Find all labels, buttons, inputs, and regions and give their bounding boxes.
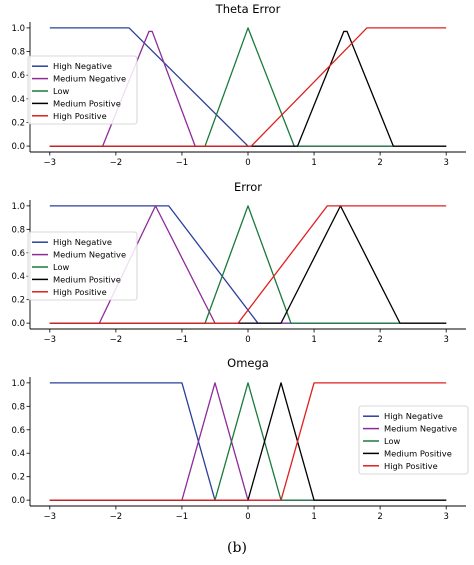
y-tick-label: 0.6: [11, 426, 25, 436]
legend-label: High Negative: [53, 237, 112, 247]
x-tick-label: −3: [44, 158, 57, 168]
y-tick-label: 0.4: [11, 449, 25, 459]
x-tick-label: 2: [377, 158, 382, 168]
x-tick-label: −1: [176, 335, 189, 345]
y-tick-label: 0.2: [11, 473, 25, 483]
x-tick-label: 3: [443, 512, 448, 522]
legend-label: Medium Positive: [384, 448, 452, 458]
legend: High Negative Medium Negative Low Medium Po…: [27, 231, 138, 301]
chart-title: Omega: [227, 356, 269, 370]
x-tick-label: 1: [311, 158, 316, 168]
x-tick-label: 2: [377, 335, 382, 345]
chart-panel-2: Error −3 −2 −1 0 1 2 3 0.0 0.2 0.4 0.6 0.8 1.0 High Ne…: [11, 180, 466, 345]
legend-label: High Positive: [384, 461, 438, 471]
legend-label: High Negative: [53, 61, 112, 71]
x-tick-label: 3: [443, 335, 448, 345]
x-tick-label: 3: [443, 158, 448, 168]
legend-label: Medium Negative: [53, 74, 126, 84]
legend-label: Low: [53, 86, 70, 96]
y-tick-label: 0.4: [11, 272, 25, 282]
series-line-medium-positive: [49, 30, 447, 147]
y-tick-label: 0.8: [11, 225, 25, 235]
x-tick-label: −3: [44, 335, 57, 345]
chart-panel-1: Theta Error −3 −2 −1 0 1 2 3 0.0 0.2 0.4 0.6 0.8 1.0 H…: [11, 2, 466, 168]
y-tick-label: 0.2: [11, 118, 25, 128]
x-tick-label: −2: [110, 512, 123, 522]
y-tick-label: 1.0: [11, 24, 25, 34]
legend-label: Low: [53, 262, 70, 272]
y-tick-label: 0.2: [11, 296, 25, 306]
legend-label: Medium Positive: [53, 274, 121, 284]
legend: High Negative Medium Negative Low Medium Po…: [358, 405, 469, 475]
legend-label: Medium Negative: [384, 424, 457, 434]
x-tick-label: −1: [176, 158, 189, 168]
x-tick-label: 1: [311, 335, 316, 345]
legend-label: High Negative: [384, 411, 443, 421]
figure-caption: (b): [227, 540, 247, 556]
legend-label: Low: [384, 436, 401, 446]
x-tick-label: 2: [377, 512, 382, 522]
legend: High Negative Medium Negative Low Medium Po…: [27, 55, 138, 125]
chart-panel-3: Omega −3 −2 −1 0 1 2 3 0.0 0.2 0.4 0.6 0.8 1.0 High Ne…: [11, 356, 469, 522]
y-tick-label: 0.0: [11, 496, 25, 506]
x-tick-label: 0: [245, 335, 250, 345]
x-tick-label: −3: [44, 512, 57, 522]
legend-label: Medium Negative: [53, 250, 126, 260]
series-line-high-positive: [49, 382, 447, 501]
chart-title: Theta Error: [215, 2, 281, 16]
series-line-high-positive: [49, 27, 447, 147]
y-tick-label: 0.0: [11, 319, 25, 329]
series-line-high-positive: [49, 205, 447, 324]
x-tick-label: 0: [245, 512, 250, 522]
legend-box: [27, 231, 138, 301]
y-tick-label: 0.4: [11, 95, 25, 105]
x-tick-label: 1: [311, 512, 316, 522]
y-tick-label: 1.0: [11, 379, 25, 389]
legend-box: [27, 55, 138, 125]
y-tick-label: 0.8: [11, 402, 25, 412]
x-tick-label: −2: [110, 335, 123, 345]
legend-box: [358, 405, 469, 475]
x-tick-label: 0: [245, 158, 250, 168]
x-tick-label: −1: [176, 512, 189, 522]
y-tick-label: 0.8: [11, 48, 25, 58]
chart-title: Error: [234, 180, 262, 194]
x-tick-label: −2: [110, 158, 123, 168]
y-tick-label: 1.0: [11, 202, 25, 212]
legend-label: High Positive: [53, 111, 107, 121]
y-tick-label: 0.0: [11, 142, 25, 152]
legend-label: Medium Positive: [53, 98, 121, 108]
y-tick-label: 0.6: [11, 249, 25, 259]
y-tick-label: 0.6: [11, 71, 25, 81]
legend-label: High Positive: [53, 287, 107, 297]
